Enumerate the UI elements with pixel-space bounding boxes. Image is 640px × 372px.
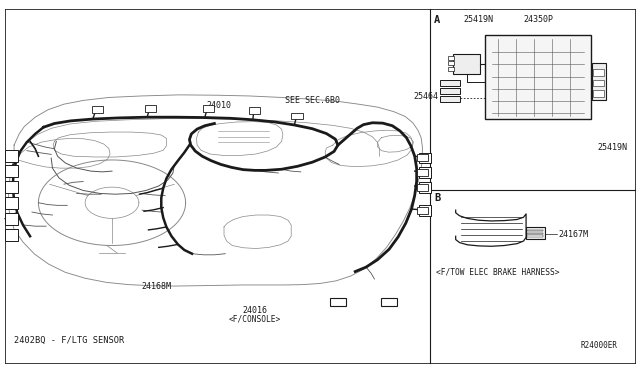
Text: SEE SEC.6B0: SEE SEC.6B0 [285, 96, 340, 105]
Text: 25419N: 25419N [597, 143, 627, 152]
Text: A: A [434, 15, 440, 25]
Bar [440, 88, 460, 94]
Bar [330, 298, 346, 306]
Bar [419, 205, 431, 216]
Text: 24350P: 24350P [524, 15, 554, 24]
Text: 25464: 25464 [413, 92, 438, 101]
Bar [417, 207, 428, 214]
Bar [448, 67, 454, 71]
Bar [5, 229, 18, 241]
Bar [5, 165, 18, 177]
Bar [203, 105, 214, 112]
Bar [593, 80, 604, 86]
Bar [527, 235, 543, 237]
Bar [5, 150, 18, 162]
Bar [5, 197, 18, 209]
Text: B: B [336, 299, 340, 305]
Text: 24168M: 24168M [141, 282, 172, 291]
Bar [440, 96, 460, 102]
Bar [249, 107, 260, 114]
Bar [527, 230, 543, 231]
Text: R24000ER: R24000ER [580, 341, 618, 350]
Bar [145, 105, 156, 112]
Text: <F/CONSOLE>: <F/CONSOLE> [228, 314, 281, 323]
Bar [419, 167, 431, 178]
Bar [440, 80, 460, 86]
Bar [448, 56, 454, 60]
Bar [417, 169, 428, 176]
Text: 24010: 24010 [207, 101, 232, 110]
Text: 24016: 24016 [242, 306, 268, 315]
Bar [417, 154, 428, 161]
Bar [291, 113, 303, 119]
Text: B: B [434, 193, 440, 203]
Bar [526, 227, 545, 239]
Text: 2402BQ - F/LTG SENSOR: 2402BQ - F/LTG SENSOR [14, 336, 124, 345]
Text: 25419N: 25419N [464, 15, 493, 24]
Text: 24167M: 24167M [558, 230, 588, 239]
Bar [5, 181, 18, 193]
Bar [592, 63, 606, 100]
Bar [527, 232, 543, 234]
Bar [485, 35, 591, 119]
Text: A: A [387, 299, 391, 305]
Bar [417, 184, 428, 191]
Bar [448, 61, 454, 65]
Bar [5, 213, 18, 225]
Bar [593, 69, 604, 76]
Bar [419, 182, 431, 193]
Bar [381, 298, 397, 306]
Text: <F/TOW ELEC BRAKE HARNESS>: <F/TOW ELEC BRAKE HARNESS> [436, 267, 560, 276]
Bar [92, 106, 103, 113]
Bar [419, 153, 431, 163]
Bar [593, 90, 604, 97]
Bar [453, 54, 480, 74]
